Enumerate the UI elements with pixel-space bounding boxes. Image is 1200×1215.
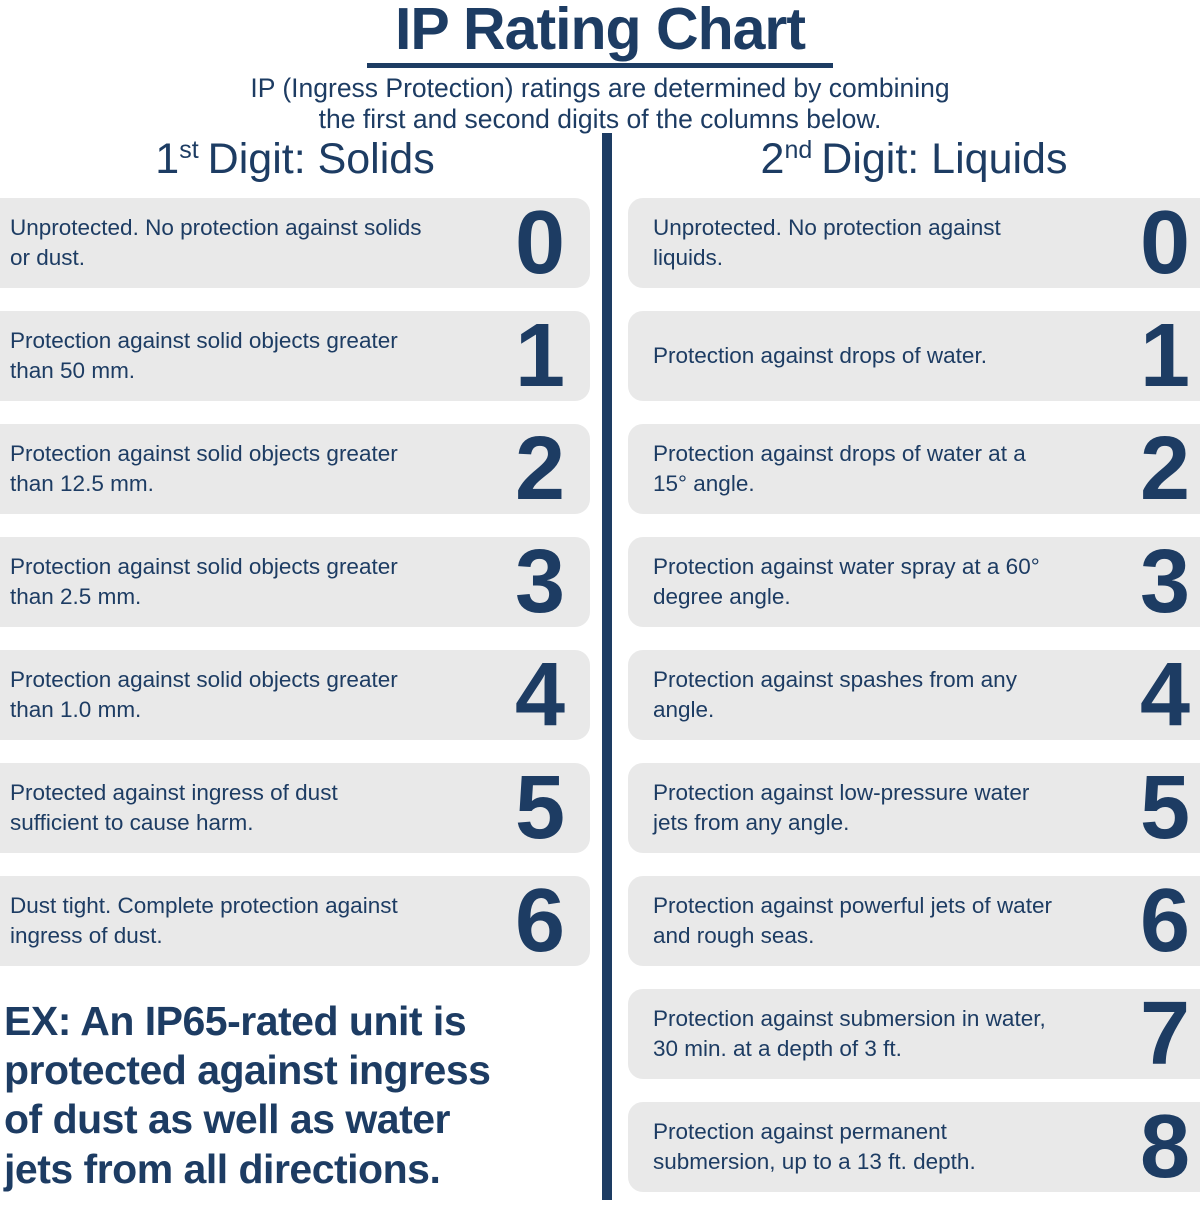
example-line-4: jets from all directions. — [4, 1145, 441, 1192]
rating-digit: 5 — [514, 758, 565, 858]
rating-description: Protection against solid objects greater… — [10, 328, 398, 383]
rating-digit: 2 — [514, 419, 565, 519]
rating-digit: 8 — [1139, 1097, 1190, 1197]
page-header: IP Rating Chart IP (Ingress Protection) … — [0, 0, 1200, 135]
solids-header-label: Digit: Solids — [207, 135, 435, 183]
rating-digit: 3 — [1139, 532, 1190, 632]
example-text: EX: An IP65-rated unit is protected agai… — [4, 997, 491, 1194]
rating-description: Dust tight. Complete protection against … — [10, 893, 398, 948]
rating-digit: 6 — [514, 871, 565, 971]
rating-digit: 2 — [1139, 419, 1190, 519]
liquids-row-5: Protection against low-pressure water je… — [628, 763, 1200, 853]
rating-description: Protection against solid objects greater… — [10, 441, 398, 496]
liquids-row-8: Protection against permanent submersion,… — [628, 1102, 1200, 1192]
example-line-1: EX: An IP65-rated unit is — [4, 998, 467, 1044]
liquids-header-label: Digit: Liquids — [821, 135, 1068, 183]
solids-row-4: Protection against solid objects greater… — [0, 650, 590, 740]
rating-description: Protection against water spray at a 60° … — [653, 554, 1040, 609]
rating-description: Protection against permanent submersion,… — [653, 1119, 976, 1174]
example-line-3: of dust as well as water — [4, 1096, 451, 1143]
rating-digit: 3 — [514, 532, 565, 632]
solids-row-3: Protection against solid objects greater… — [0, 537, 590, 627]
rating-description: Protection against powerful jets of wate… — [653, 893, 1052, 948]
solids-column: 1st Digit: Solids Unprotected. No protect… — [0, 130, 590, 989]
rating-digit: 1 — [514, 306, 565, 406]
rating-description: Unprotected. No protection against solid… — [10, 215, 422, 270]
subtitle-line-2: the first and second digits of the colum… — [318, 104, 882, 134]
liquids-row-7: Protection against submersion in water, … — [628, 989, 1200, 1079]
subtitle-line-1: IP (Ingress Protection) ratings are dete… — [250, 73, 950, 103]
example-line-2: protected against ingress — [4, 1047, 491, 1094]
solids-row-5: Protected against ingress of dust suffic… — [0, 763, 590, 853]
liquids-row-6: Protection against powerful jets of wate… — [628, 876, 1200, 966]
rating-description: Protection against drops of water. — [653, 343, 987, 369]
solids-header-number: 1 — [155, 135, 180, 183]
solids-header-ordinal: st — [179, 136, 199, 164]
rating-digit: 0 — [514, 193, 565, 293]
rating-description: Protection against solid objects greater… — [10, 554, 398, 609]
rating-description: Protection against solid objects greater… — [10, 667, 398, 722]
rating-digit: 4 — [514, 645, 565, 745]
solids-row-2: Protection against solid objects greater… — [0, 424, 590, 514]
liquids-column: 2nd Digit: Liquids Unprotected. No protec… — [628, 130, 1200, 1215]
solids-column-header: 1st Digit: Solids — [0, 130, 590, 198]
rating-description: Unprotected. No protection against liqui… — [653, 215, 1001, 270]
solids-row-0: Unprotected. No protection against solid… — [0, 198, 590, 288]
liquids-header-number: 2 — [760, 135, 785, 183]
rating-digit: 5 — [1139, 758, 1190, 858]
page-title: IP Rating Chart — [366, 0, 834, 68]
rating-description: Protection against spashes from any angl… — [653, 667, 1017, 722]
liquids-row-4: Protection against spashes from any angl… — [628, 650, 1200, 740]
liquids-row-2: Protection against drops of water at a 1… — [628, 424, 1200, 514]
rating-description: Protection against submersion in water, … — [653, 1006, 1046, 1061]
solids-row-1: Protection against solid objects greater… — [0, 311, 590, 401]
liquids-header-ordinal: nd — [784, 136, 813, 164]
rating-digit: 1 — [1139, 306, 1190, 406]
column-divider — [602, 133, 612, 1200]
rating-description: Protection against low-pressure water je… — [653, 780, 1030, 835]
rating-digit: 6 — [1139, 871, 1190, 971]
liquids-row-1: Protection against drops of water. 1 — [628, 311, 1200, 401]
liquids-column-header: 2nd Digit: Liquids — [628, 130, 1200, 198]
rating-description: Protected against ingress of dust suffic… — [10, 780, 338, 835]
rating-digit: 0 — [1139, 193, 1190, 293]
rating-digit: 7 — [1139, 984, 1190, 1084]
rating-description: Protection against drops of water at a 1… — [653, 441, 1026, 496]
solids-row-6: Dust tight. Complete protection against … — [0, 876, 590, 966]
liquids-row-3: Protection against water spray at a 60° … — [628, 537, 1200, 627]
rating-digit: 4 — [1139, 645, 1190, 745]
page-subtitle: IP (Ingress Protection) ratings are dete… — [0, 73, 1200, 135]
liquids-row-0: Unprotected. No protection against liqui… — [628, 198, 1200, 288]
